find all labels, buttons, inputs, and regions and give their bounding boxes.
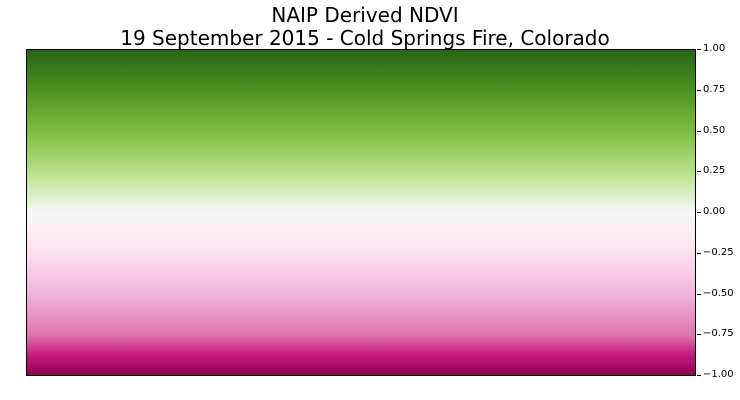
colorbar-tick-label: −0.50 [703,288,734,299]
colorbar-tick-mark [697,49,701,50]
colorbar-tick-label: −1.00 [703,369,734,380]
colorbar-tick-label: 0.25 [703,165,726,176]
colorbar-tick-label: 0.00 [703,206,726,217]
chart-title-line-1: NAIP Derived NDVI [271,3,459,27]
ndvi-colorbar-plot [26,49,696,376]
chart-title-line-2: 19 September 2015 - Cold Springs Fire, C… [120,26,610,50]
colorbar-tick-mark [697,212,701,213]
colorbar-tick-label: 0.75 [703,84,726,95]
colorbar-tick-mark [697,131,701,132]
colorbar-tick-mark [697,375,701,376]
colorbar-tick-label: 0.50 [703,125,726,136]
colorbar-tick-label: 1.00 [703,43,726,54]
colorbar-tick-mark [697,294,701,295]
colorbar-tick-label: −0.25 [703,247,734,258]
colorbar-tick-mark [697,171,701,172]
colorbar-tick-mark [697,253,701,254]
colorbar-tick-label: −0.75 [703,328,734,339]
colorbar-tick-mark [697,90,701,91]
colorbar-tick-mark [697,334,701,335]
